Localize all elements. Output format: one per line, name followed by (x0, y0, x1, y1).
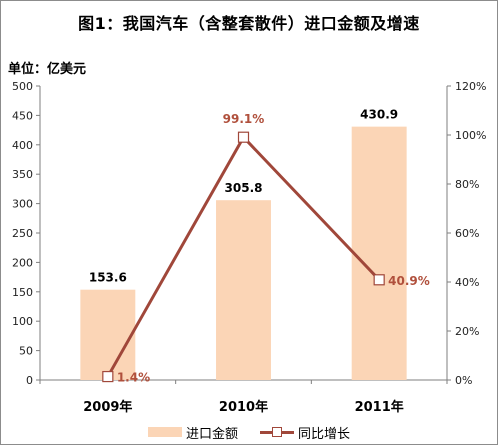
legend-label-line: 同比增长 (298, 426, 351, 442)
y-left-tick-label: 50 (19, 345, 33, 358)
legend-swatch-line (260, 427, 294, 437)
bar (216, 200, 271, 380)
bar-data-label: 305.8 (225, 181, 263, 195)
y-right-tick-label: 20% (455, 325, 479, 338)
bar (80, 289, 136, 380)
y-right-tick-label: 40% (455, 276, 479, 289)
unit-label: 单位：亿美元 (8, 62, 87, 77)
y-left-tick-label: 400 (12, 139, 33, 152)
y-right-tick-label: 120% (455, 80, 486, 93)
line-point (102, 370, 114, 383)
chart-legend: 进口金额 同比增长 (0, 423, 498, 442)
bar-data-label: 430.9 (360, 108, 398, 122)
y-left-tick-label: 250 (12, 227, 33, 240)
y-right-tick-label: 80% (455, 178, 479, 191)
y-left-tick-label: 450 (12, 109, 33, 122)
y-left-tick-label: 0 (26, 374, 33, 387)
legend-item-line: 同比增长 (260, 423, 350, 442)
y-left-tick-label: 100 (12, 315, 33, 328)
y-left-tick-label: 350 (12, 168, 33, 181)
bar-data-label: 153.6 (89, 271, 127, 285)
y-right-tick-label: 0% (455, 374, 472, 387)
line-data-label: 1.4% (117, 371, 150, 385)
line-point (373, 274, 385, 286)
y-left-tick-label: 150 (12, 286, 33, 299)
bar (351, 126, 407, 380)
line-point (237, 131, 250, 143)
chart-title: 图1：我国汽车（含整套散件）进口金额及增速 (78, 14, 420, 33)
x-tick-label: 2010年 (219, 399, 268, 415)
y-right-tick-label: 60% (455, 227, 479, 240)
x-tick-label: 2009年 (83, 399, 132, 415)
y-left-tick-label: 200 (12, 256, 33, 269)
legend-label-bar: 进口金额 (185, 426, 238, 442)
legend-item-bar: 进口金额 (147, 423, 238, 442)
line-data-label: 40.9% (388, 274, 430, 288)
legend-swatch-bar (147, 427, 182, 437)
line-data-label: 99.1% (223, 112, 265, 126)
x-tick-label: 2011年 (355, 399, 404, 415)
y-left-tick-label: 500 (12, 80, 33, 93)
y-right-tick-label: 100% (455, 129, 486, 142)
y-left-tick-label: 300 (12, 198, 33, 211)
